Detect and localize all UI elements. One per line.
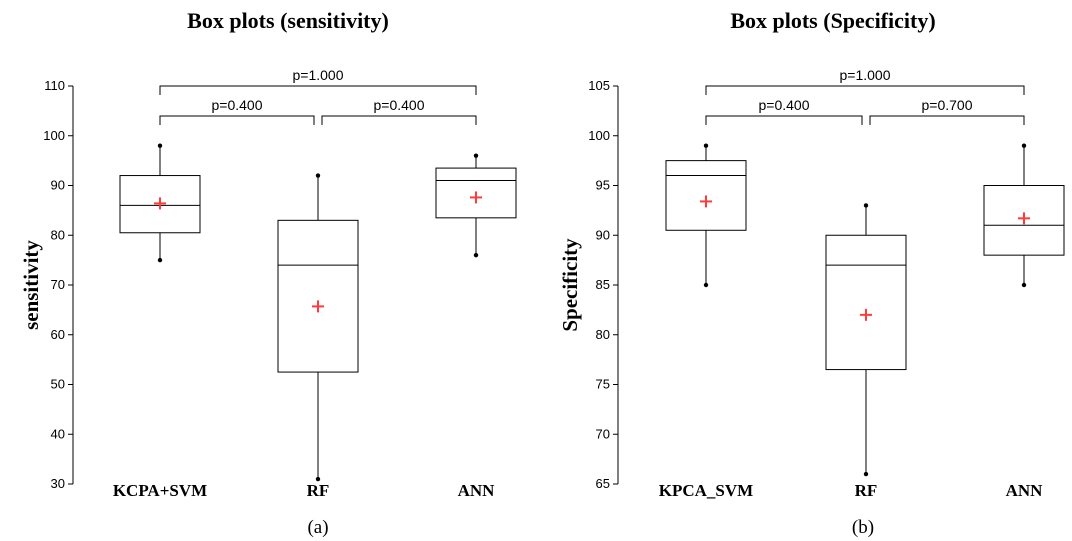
comparison-bracket xyxy=(705,115,863,125)
y-tick-label: 90 xyxy=(51,178,65,193)
max-point xyxy=(473,153,479,158)
category-label: KCPA+SVM xyxy=(113,481,207,500)
comparison-bracket xyxy=(869,115,1025,125)
p-value-label: p=0.700 xyxy=(922,97,973,113)
category-label: KPCA_SVM xyxy=(659,481,753,500)
min-point xyxy=(863,471,869,477)
comparison-bracket xyxy=(321,115,477,125)
max-point xyxy=(315,173,321,178)
box-iqr xyxy=(665,160,747,231)
p-value-label: p=0.400 xyxy=(374,97,425,113)
y-tick-label: 30 xyxy=(51,476,65,491)
category-label: ANN xyxy=(458,481,496,500)
comparison-bracket xyxy=(159,85,477,95)
comparison-bracket xyxy=(705,85,1025,95)
y-axis-label-b: Specificity xyxy=(558,238,582,332)
p-value-label: p=1.000 xyxy=(840,67,891,83)
y-tick-label: 80 xyxy=(51,227,65,242)
y-tick-label: 85 xyxy=(596,277,610,292)
plot-area-b: 65 70 75 80 85 90 95 100 105 KPCA_SVM RF ANN p=0.400… xyxy=(588,67,1065,500)
y-tick-label: 60 xyxy=(51,327,65,342)
panel-label-a: (a) xyxy=(307,517,328,538)
max-point xyxy=(1021,143,1027,148)
y-tick-label: 105 xyxy=(588,78,610,93)
max-point xyxy=(703,143,709,148)
box-iqr xyxy=(277,219,359,373)
max-point xyxy=(157,143,163,148)
y-tick-label: 80 xyxy=(596,327,610,342)
category-label: RF xyxy=(307,481,330,500)
y-tick-label: 95 xyxy=(596,178,610,193)
p-value-label: p=0.400 xyxy=(212,97,263,113)
y-tick-label: 65 xyxy=(596,476,610,491)
min-point xyxy=(473,252,479,258)
y-tick-label: 70 xyxy=(596,426,610,441)
plot-area-a: 30 40 50 60 70 80 90 100 110 KCPA+SVM RF ANN p=0.400… xyxy=(43,67,517,500)
y-tick-label: 75 xyxy=(596,377,610,392)
y-tick-label: 100 xyxy=(588,128,610,143)
box-iqr xyxy=(825,234,907,371)
category-label: ANN xyxy=(1006,481,1044,500)
panel-a: Box plots (sensitivity) sensitivity 30 40… xyxy=(19,8,517,538)
max-point xyxy=(863,203,869,208)
comparison-bracket xyxy=(159,115,315,125)
chart-title-a: Box plots (sensitivity) xyxy=(187,8,389,33)
panel-b: Box plots (Specificity) Specificity 65 70… xyxy=(558,8,1065,538)
y-tick-label: 110 xyxy=(44,78,65,93)
p-value-label: p=1.000 xyxy=(293,67,344,83)
y-tick-label: 100 xyxy=(43,128,65,143)
chart-title-b: Box plots (Specificity) xyxy=(730,8,935,33)
y-axis-label-a: sensitivity xyxy=(19,240,43,330)
p-value-label: p=0.400 xyxy=(759,97,810,113)
panel-label-b: (b) xyxy=(852,517,874,538)
category-label: RF xyxy=(855,481,878,500)
min-point xyxy=(1021,282,1027,288)
min-point xyxy=(315,476,321,482)
y-tick-label: 70 xyxy=(51,277,65,292)
y-tick-label: 40 xyxy=(51,426,65,441)
min-point xyxy=(703,282,709,288)
min-point xyxy=(157,257,163,263)
y-tick-label: 90 xyxy=(596,227,610,242)
y-tick-label: 50 xyxy=(51,377,65,392)
